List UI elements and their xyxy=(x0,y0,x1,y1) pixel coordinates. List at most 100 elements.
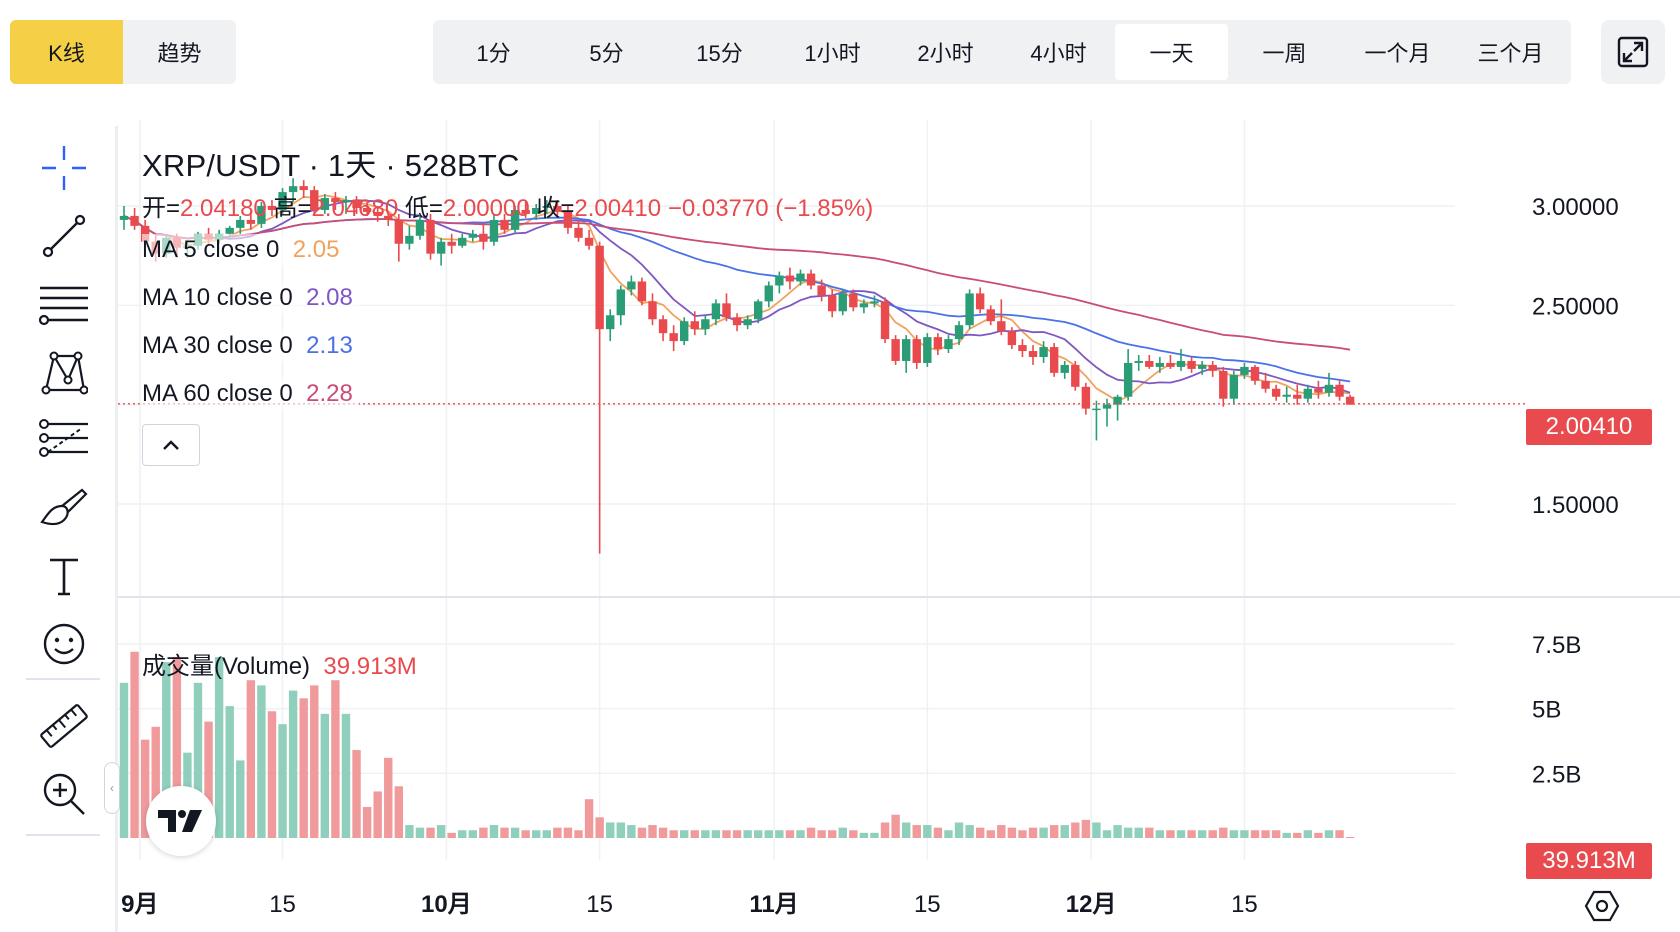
interval-tab[interactable]: 三个月 xyxy=(1477,41,1544,66)
candle-body xyxy=(394,219,404,244)
brush-tool[interactable] xyxy=(36,480,92,536)
candle-body xyxy=(1229,374,1239,399)
time-axis-label: 15 xyxy=(914,891,941,918)
ma5-legend[interactable]: MA 5 close 0 2.05 xyxy=(142,234,346,266)
trendline-tool[interactable] xyxy=(36,208,92,264)
toolbar-collapse-handle[interactable]: ‹ xyxy=(104,762,120,814)
interval-tab[interactable]: 1分 xyxy=(476,41,511,66)
interval-tab[interactable]: 一周 xyxy=(1262,41,1307,66)
volume-bar xyxy=(119,682,129,838)
fullscreen-button[interactable] xyxy=(1601,20,1665,84)
volume-bar xyxy=(1081,819,1091,838)
interval-tab[interactable]: 15分 xyxy=(696,41,743,66)
volume-bar xyxy=(1240,830,1249,838)
ma30-legend[interactable]: MA 30 close 0 2.13 xyxy=(142,330,359,362)
interval-tab[interactable]: 一个月 xyxy=(1364,41,1431,66)
zoom-tool[interactable] xyxy=(36,766,92,822)
volume-axis-label: 7.5B xyxy=(1532,632,1581,659)
candle-body xyxy=(901,339,911,361)
volume-bar xyxy=(606,822,615,838)
pattern-tool[interactable] xyxy=(36,344,92,400)
volume-bar xyxy=(1155,830,1165,838)
candle-body xyxy=(362,207,372,212)
interval-tab[interactable]: 4小时 xyxy=(1030,41,1087,66)
candle-body xyxy=(1102,404,1112,409)
candle-body xyxy=(436,241,446,254)
candle-body xyxy=(278,192,287,210)
volume-bar xyxy=(1345,836,1355,838)
tab-trend[interactable]: 趋势 xyxy=(157,41,202,66)
candle-body xyxy=(1282,394,1291,397)
candle-body xyxy=(986,309,995,322)
volume-bar xyxy=(912,825,921,838)
tradingview-logo[interactable] xyxy=(146,786,216,856)
volume-bar xyxy=(1335,830,1344,838)
candle-body xyxy=(711,303,721,320)
interval-tab[interactable]: 一天 xyxy=(1115,24,1228,80)
candle-body xyxy=(827,295,837,312)
ruler-icon xyxy=(40,704,88,748)
volume-bar xyxy=(743,830,752,838)
interval-tab[interactable]: 5分 xyxy=(589,41,624,66)
interval-tab[interactable]: 1小时 xyxy=(804,41,861,66)
measure-tool[interactable] xyxy=(36,698,92,754)
candle-body xyxy=(468,233,478,238)
expand-icon xyxy=(1617,36,1649,68)
chart-legend: XRP/USDT · 1天 · 528BTC xyxy=(142,140,520,185)
close-value: 2.00410 xyxy=(574,195,662,222)
prediction-tool[interactable] xyxy=(36,412,92,468)
candle-body xyxy=(923,337,932,363)
candle-body xyxy=(1261,380,1270,389)
candle-body xyxy=(1134,360,1143,363)
candle-body xyxy=(754,301,763,320)
candle-body xyxy=(606,315,615,330)
candle-body xyxy=(954,325,964,340)
volume-bar xyxy=(1071,822,1080,838)
text-icon xyxy=(50,558,78,596)
crosshair-tool[interactable] xyxy=(36,140,92,196)
toolbar-divider xyxy=(26,834,100,836)
volume-bar xyxy=(236,760,245,838)
candle-body xyxy=(1092,408,1101,411)
low-label: 低= xyxy=(404,195,443,222)
candle-body xyxy=(775,275,784,286)
candle-body xyxy=(680,321,689,342)
volume-bar xyxy=(489,825,499,838)
volume-bar xyxy=(1314,832,1323,838)
volume-bar xyxy=(1123,827,1133,838)
time-axis-label: 12月 xyxy=(1066,891,1117,918)
volume-bar xyxy=(352,750,361,838)
candle-body xyxy=(267,206,277,210)
ma10-legend[interactable]: MA 10 close 0 2.08 xyxy=(142,282,359,314)
volume-bar xyxy=(870,832,879,838)
candle-body xyxy=(405,235,414,244)
volume-bar xyxy=(880,822,890,838)
fib-tool[interactable] xyxy=(36,276,92,332)
tab-kline[interactable]: K线 xyxy=(10,20,123,84)
volume-bar xyxy=(658,827,668,838)
candle-body xyxy=(257,206,266,224)
volume-bar xyxy=(542,830,551,838)
volume-bar xyxy=(1134,827,1143,838)
chart-settings-button[interactable] xyxy=(1584,888,1620,924)
volume-bar xyxy=(1102,830,1112,838)
candle-body xyxy=(1049,347,1059,373)
volume-bar xyxy=(616,822,625,838)
emoji-tool[interactable] xyxy=(36,616,92,672)
candle-body xyxy=(1018,345,1027,352)
candle-body xyxy=(637,281,647,302)
text-tool[interactable] xyxy=(36,548,92,604)
volume-bar xyxy=(975,827,985,838)
volume-bar xyxy=(1007,827,1017,838)
volume-bar xyxy=(1261,830,1270,838)
ma60-legend[interactable]: MA 60 close 0 2.28 xyxy=(142,378,359,410)
candle-body xyxy=(912,339,921,363)
legend-collapse-button[interactable] xyxy=(142,424,200,466)
volume-bar xyxy=(140,739,150,838)
volume-bar xyxy=(362,806,372,838)
candle-body xyxy=(1166,362,1175,367)
settings-icon xyxy=(1584,890,1620,922)
interval-tab[interactable]: 2小时 xyxy=(917,41,974,66)
candle-body xyxy=(1155,362,1165,367)
